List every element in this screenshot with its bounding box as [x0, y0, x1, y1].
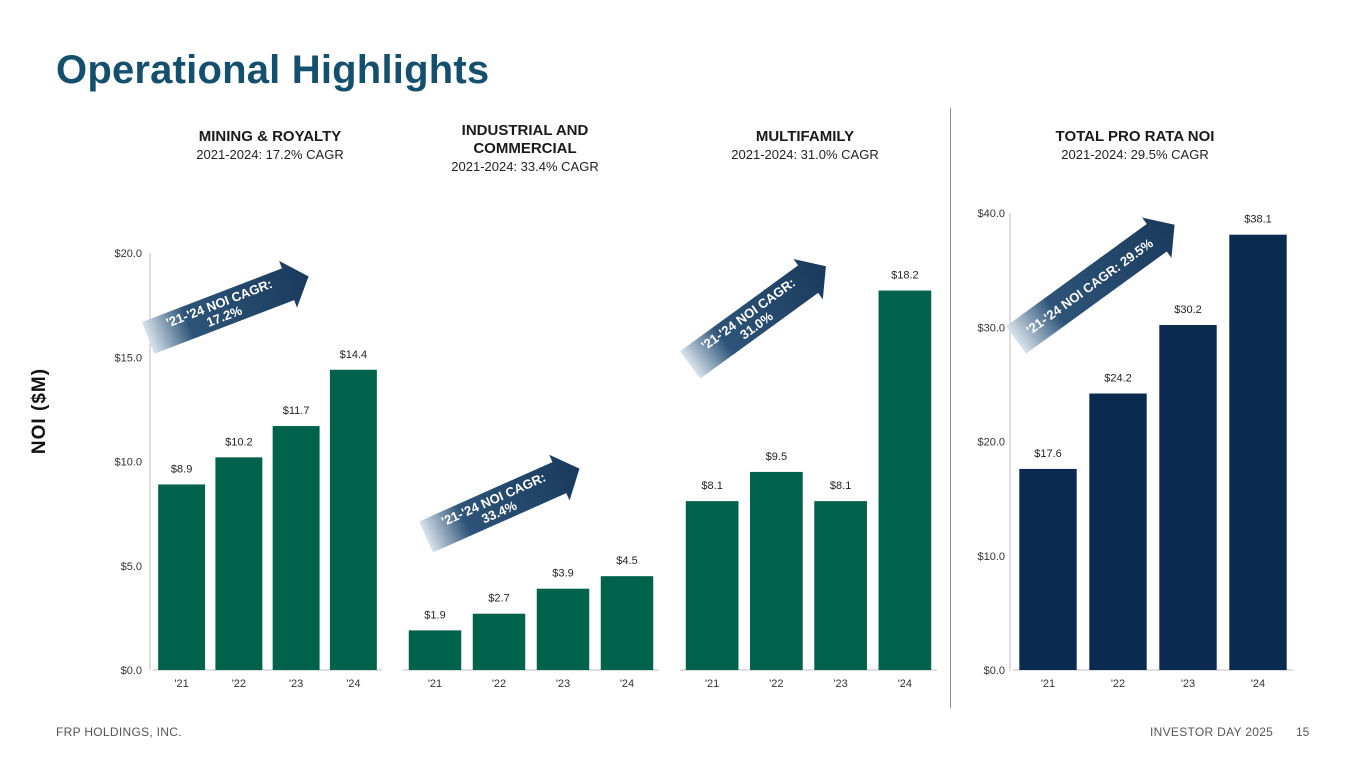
data-label: $24.2 — [1104, 373, 1132, 385]
chart-1: $1.9 '21 $2.7 '22 $3.9 '23 $4.5 '24 '21-'24 NOI … — [403, 454, 659, 690]
bar — [536, 588, 590, 670]
bar — [878, 290, 932, 670]
y-tick-label: $0.0 — [984, 665, 1005, 677]
y-tick-label: $15.0 — [114, 352, 142, 364]
data-label: $8.1 — [701, 480, 722, 492]
x-tick-label: '21 — [428, 678, 442, 690]
page-title: Operational Highlights — [56, 48, 490, 92]
y-tick-label: $20.0 — [114, 248, 142, 260]
y-tick-label: $30.0 — [977, 322, 1005, 334]
bar — [329, 369, 377, 670]
bar — [600, 576, 654, 670]
segment-header-total: TOTAL PRO RATA NOI 2021-2024: 29.5% CAGR — [1020, 128, 1250, 163]
bar — [1229, 234, 1287, 670]
footer-event: INVESTOR DAY 2025 — [1150, 725, 1274, 739]
bar — [814, 501, 867, 670]
segment-subheading: 2021-2024: 17.2% CAGR — [196, 147, 344, 162]
bar — [1089, 393, 1147, 670]
bar — [158, 484, 206, 670]
data-label: $30.2 — [1174, 304, 1202, 316]
data-label: $38.1 — [1244, 214, 1272, 226]
bar — [750, 471, 803, 670]
data-label: $10.2 — [225, 436, 253, 448]
x-tick-label: '23 — [556, 678, 570, 690]
x-tick-label: '24 — [1251, 678, 1265, 690]
x-tick-label: '24 — [346, 678, 360, 690]
segment-header-multifamily: MULTIFAMILY 2021-2024: 31.0% CAGR — [690, 128, 920, 163]
footer-company: FRP HOLDINGS, INC. — [56, 725, 182, 739]
data-label: $8.1 — [830, 480, 851, 492]
data-label: $3.9 — [552, 568, 573, 580]
x-tick-label: '21 — [1041, 678, 1055, 690]
arrow-shape — [141, 260, 309, 354]
x-tick-label: '22 — [232, 678, 246, 690]
data-label: $1.9 — [424, 609, 445, 621]
x-tick-label: '21 — [174, 678, 188, 690]
chart-3: $0.0 $10.0 $20.0 $30.0 $40.0 $17.6 '21 $24.2 '22… — [977, 208, 1293, 690]
data-label: $11.7 — [283, 405, 310, 417]
arrow-shape — [1006, 217, 1175, 354]
segment-header-industrial: INDUSTRIAL AND COMMERCIAL 2021-2024: 33.… — [420, 122, 630, 175]
cagr-arrow: '21-'24 NOI CAGR:33.4% — [419, 454, 580, 553]
y-tick-label: $5.0 — [121, 561, 142, 573]
arrow-label: '21-'24 NOI CAGR: 29.5% — [1023, 235, 1156, 337]
y-tick-label: $0.0 — [121, 665, 142, 677]
segment-heading: INDUSTRIAL AND COMMERCIAL — [461, 122, 589, 157]
bar — [472, 613, 526, 670]
y-tick-label: $10.0 — [114, 457, 142, 469]
x-tick-label: '22 — [1111, 678, 1125, 690]
page-number: 15 — [1296, 725, 1310, 739]
segment-subheading: 2021-2024: 31.0% CAGR — [731, 147, 879, 162]
x-tick-label: '23 — [289, 678, 303, 690]
x-tick-label: '23 — [1181, 678, 1195, 690]
y-tick-label: $40.0 — [977, 208, 1005, 220]
bar — [215, 457, 263, 670]
x-tick-label: '22 — [492, 678, 506, 690]
bar — [272, 426, 320, 670]
segment-subheading: 2021-2024: 29.5% CAGR — [1061, 147, 1209, 162]
data-label: $8.9 — [171, 463, 192, 475]
chart-2: $8.1 '21 $9.5 '22 $8.1 '23 $18.2 '24 '21-'24 NOI… — [680, 258, 937, 690]
segment-subheading: 2021-2024: 33.4% CAGR — [451, 159, 599, 174]
segment-heading: MULTIFAMILY — [755, 128, 855, 145]
x-tick-label: '24 — [898, 678, 912, 690]
segment-header-mining: MINING & ROYALTY 2021-2024: 17.2% CAGR — [150, 128, 390, 163]
bar — [685, 501, 739, 670]
bar — [1159, 324, 1217, 670]
segment-heading: TOTAL PRO RATA NOI — [1055, 128, 1215, 145]
x-tick-label: '23 — [833, 678, 847, 690]
segment-heading: MINING & ROYALTY — [198, 128, 342, 145]
y-tick-label: $20.0 — [977, 437, 1005, 449]
bar — [408, 630, 462, 670]
data-label: $18.2 — [891, 270, 919, 282]
data-label: $14.4 — [340, 349, 368, 361]
data-label: $2.7 — [488, 593, 509, 605]
data-label: $17.6 — [1034, 448, 1062, 460]
y-tick-label: $10.0 — [977, 551, 1005, 563]
cagr-arrow: '21-'24 NOI CAGR:31.0% — [680, 258, 826, 379]
chart-0: $0.0 $5.0 $10.0 $15.0 $20.0 $8.9 '21 $10.2 '22 $1… — [114, 248, 382, 690]
section-divider — [950, 108, 951, 708]
bar — [1019, 468, 1077, 670]
arrow-shape — [419, 454, 580, 553]
x-tick-label: '22 — [769, 678, 783, 690]
data-label: $4.5 — [616, 555, 637, 567]
data-label: $9.5 — [766, 451, 787, 463]
x-tick-label: '21 — [705, 678, 719, 690]
x-tick-label: '24 — [620, 678, 634, 690]
arrow-shape — [680, 258, 826, 379]
cagr-arrow: '21-'24 NOI CAGR:17.2% — [141, 260, 309, 354]
